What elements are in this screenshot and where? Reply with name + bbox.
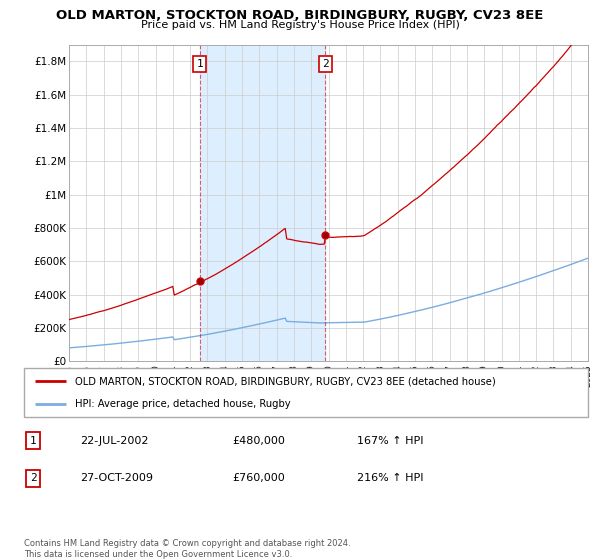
Text: OLD MARTON, STOCKTON ROAD, BIRDINGBURY, RUGBY, CV23 8EE: OLD MARTON, STOCKTON ROAD, BIRDINGBURY, …	[56, 9, 544, 22]
Text: 1: 1	[196, 59, 203, 69]
Text: Contains HM Land Registry data © Crown copyright and database right 2024.
This d: Contains HM Land Registry data © Crown c…	[24, 539, 350, 559]
Text: HPI: Average price, detached house, Rugby: HPI: Average price, detached house, Rugb…	[75, 399, 290, 409]
Bar	[200, 45, 325, 361]
Text: £480,000: £480,000	[233, 436, 286, 446]
Text: 22-JUL-2002: 22-JUL-2002	[80, 436, 149, 446]
Text: 2: 2	[322, 59, 329, 69]
Text: 27-OCT-2009: 27-OCT-2009	[80, 473, 154, 483]
Text: 2: 2	[29, 473, 37, 483]
Text: Price paid vs. HM Land Registry's House Price Index (HPI): Price paid vs. HM Land Registry's House …	[140, 20, 460, 30]
Text: £760,000: £760,000	[233, 473, 286, 483]
FancyBboxPatch shape	[24, 368, 588, 417]
Text: 1: 1	[29, 436, 37, 446]
Text: 167% ↑ HPI: 167% ↑ HPI	[357, 436, 423, 446]
Text: OLD MARTON, STOCKTON ROAD, BIRDINGBURY, RUGBY, CV23 8EE (detached house): OLD MARTON, STOCKTON ROAD, BIRDINGBURY, …	[75, 376, 496, 386]
Text: 216% ↑ HPI: 216% ↑ HPI	[357, 473, 423, 483]
